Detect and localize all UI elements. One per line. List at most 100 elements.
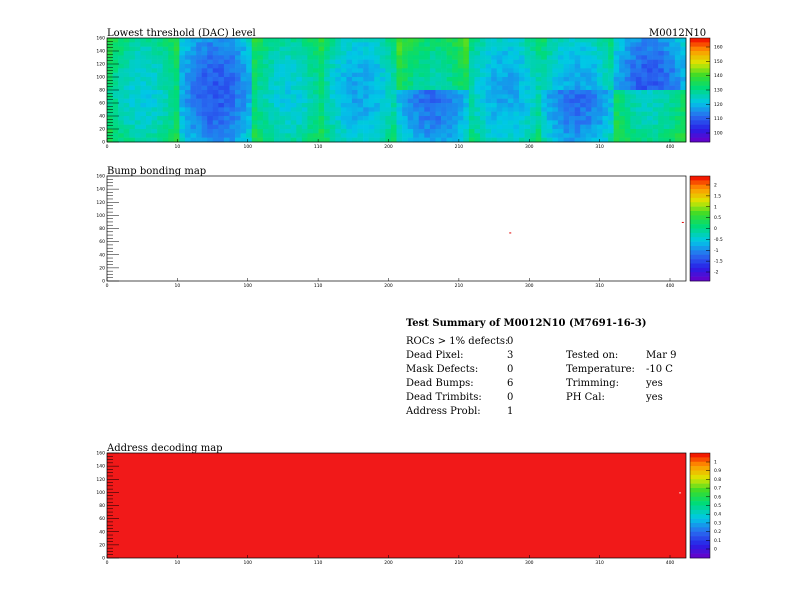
- heatmap-cell: [335, 129, 342, 134]
- heatmap-cell: [496, 94, 503, 99]
- heatmap-cell: [290, 81, 297, 86]
- heatmap-cell: [585, 124, 592, 130]
- heatmap-cell: [635, 137, 642, 143]
- heatmap-cell: [541, 137, 548, 143]
- heatmap-cell: [569, 120, 575, 125]
- colorbar-segment: [690, 254, 710, 260]
- heatmap-cell: [452, 103, 459, 108]
- heatmap-cell: [613, 85, 620, 91]
- heatmap-cell: [207, 94, 214, 99]
- y-tick-label: 120: [96, 200, 105, 206]
- heatmap-cell: [535, 111, 542, 117]
- heatmap-cell: [641, 77, 648, 82]
- heatmap-cell: [413, 90, 420, 95]
- heatmap-cell: [296, 137, 303, 143]
- heatmap-cell: [318, 98, 325, 104]
- heatmap-cell: [474, 133, 481, 138]
- heatmap-cell: [363, 103, 369, 108]
- heatmap-cell: [301, 55, 308, 60]
- heatmap-cell: [546, 72, 553, 78]
- heatmap-cell: [285, 55, 292, 60]
- heatmap-cell: [441, 51, 447, 56]
- heatmap-cell: [312, 55, 319, 60]
- heatmap-cell: [246, 77, 253, 82]
- heatmap-cell: [118, 46, 124, 52]
- heatmap-cell: [591, 81, 598, 86]
- heatmap-cell: [680, 59, 687, 65]
- heatmap-cell: [474, 51, 481, 56]
- heatmap-cell: [223, 72, 230, 78]
- heatmap-cell: [151, 59, 158, 65]
- heatmap-cell: [346, 85, 353, 91]
- heatmap-cell: [424, 59, 431, 65]
- heatmap-cell: [329, 90, 336, 95]
- heatmap-cell: [351, 124, 358, 130]
- heatmap-cell: [285, 111, 292, 117]
- heatmap-cell: [262, 77, 269, 82]
- heatmap-cell: [647, 68, 653, 73]
- heatmap-cell: [207, 116, 214, 121]
- heatmap-cell: [151, 72, 158, 78]
- y-tick-label: 40: [99, 529, 105, 535]
- heatmap-cell: [418, 116, 425, 121]
- heatmap-cell: [162, 68, 169, 73]
- heatmap-cell: [491, 51, 498, 56]
- heatmap-cell: [524, 81, 531, 86]
- heatmap-cell: [602, 129, 609, 134]
- heatmap-cell: [196, 120, 202, 125]
- heatmap-cell: [390, 72, 397, 78]
- heatmap-cell: [613, 120, 620, 125]
- heatmap-cell: [630, 107, 637, 112]
- heatmap-cell: [390, 107, 397, 112]
- heatmap-cell: [235, 85, 241, 91]
- heatmap-cell: [168, 72, 175, 78]
- heatmap-cell: [580, 46, 587, 52]
- heatmap-cell: [346, 129, 353, 134]
- heatmap-cell: [530, 68, 536, 73]
- heatmap-cell: [480, 72, 486, 78]
- heatmap-cell: [184, 98, 191, 104]
- heatmap-cell: [613, 133, 620, 138]
- x-tick-label: 200: [384, 560, 393, 566]
- heatmap-cell: [563, 107, 570, 112]
- heatmap-cell: [535, 85, 542, 91]
- heatmap-cell: [669, 137, 676, 143]
- heatmap-cell: [518, 124, 525, 130]
- heatmap-cell: [569, 46, 575, 52]
- heatmap-cell: [530, 107, 536, 112]
- heatmap-cell: [379, 116, 386, 121]
- heatmap-cell: [368, 133, 375, 138]
- heatmap-cell: [518, 81, 525, 86]
- heatmap-cell: [301, 129, 308, 134]
- heatmap-cell: [530, 129, 536, 134]
- heatmap-cell: [463, 111, 470, 117]
- heatmap-cell: [235, 55, 241, 60]
- heatmap-cell: [363, 81, 369, 86]
- heatmap-cell: [240, 55, 247, 60]
- heatmap-cell: [324, 55, 330, 60]
- heatmap-cell: [251, 68, 258, 73]
- heatmap-cell: [585, 98, 592, 104]
- heatmap-cell: [608, 55, 614, 60]
- heatmap-cell: [134, 77, 141, 82]
- heatmap-cell: [157, 107, 163, 112]
- heatmap-cell: [557, 133, 564, 138]
- heatmap-cell: [379, 103, 386, 108]
- heatmap-cell: [329, 42, 336, 47]
- heatmap-cell: [251, 72, 258, 78]
- heatmap-cell: [674, 98, 681, 104]
- heatmap-cell: [140, 103, 147, 108]
- heatmap-cell: [635, 81, 642, 86]
- heatmap-cell: [635, 72, 642, 78]
- heatmap-cell: [407, 72, 414, 78]
- heatmap-cell: [240, 111, 247, 117]
- heatmap-cell: [563, 42, 570, 47]
- heatmap-cell: [491, 42, 498, 47]
- heatmap-cell: [457, 120, 464, 125]
- heatmap-cell: [513, 116, 520, 121]
- heatmap-cell: [652, 94, 659, 99]
- heatmap-cell: [229, 51, 236, 56]
- heatmap-cell: [424, 55, 431, 60]
- heatmap-cell: [307, 55, 314, 60]
- heatmap-cell: [246, 120, 253, 125]
